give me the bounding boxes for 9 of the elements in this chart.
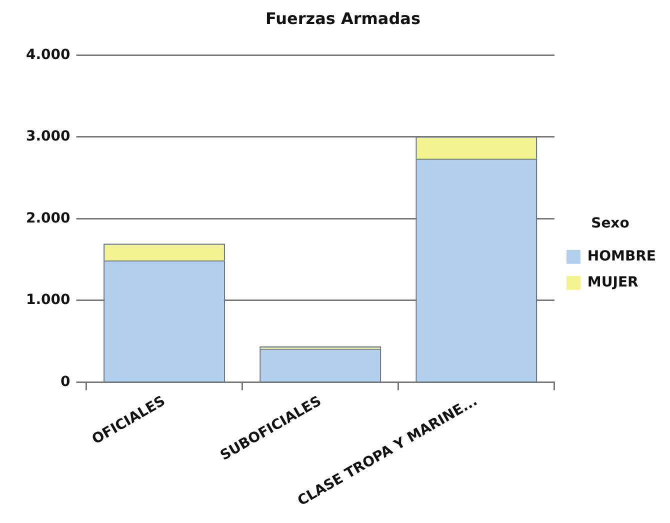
y-tick-label: 4.000 [26, 46, 71, 63]
legend-label: HOMBRE [587, 248, 656, 265]
y-tick-label: 0 [60, 374, 71, 390]
chart-title: Fuerzas Armadas [266, 8, 420, 28]
y-tick-label: 2.000 [26, 210, 71, 226]
legend-title: Sexo [591, 216, 630, 232]
y-tick-label: 3.000 [26, 128, 71, 145]
legend-label: MUJER [587, 274, 639, 291]
y-tick-label: 1.000 [26, 292, 71, 308]
